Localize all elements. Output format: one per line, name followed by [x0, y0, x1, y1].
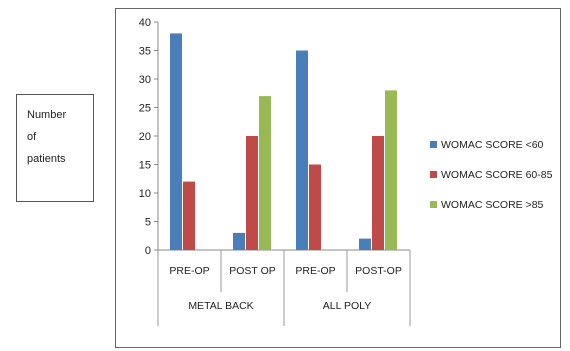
bar-1-1 — [170, 33, 182, 251]
y-tick-label: 0 — [145, 245, 151, 257]
chart-frame — [115, 8, 561, 348]
bar-2-1 — [183, 181, 195, 250]
bar-1-3 — [296, 50, 308, 250]
y-tick-label: 10 — [139, 188, 151, 200]
bar-2-3 — [309, 164, 321, 250]
x-category-label: PRE-OP — [169, 265, 209, 277]
legend-label-1: WOMAC SCORE <60 — [441, 139, 544, 151]
y-tick-label: 35 — [139, 46, 151, 58]
y-tick-label: 15 — [139, 160, 151, 172]
x-group-label: ALL POLY — [323, 300, 371, 312]
bar-2-2 — [246, 136, 258, 250]
bar-2-4 — [372, 136, 384, 250]
y-axis-label-line-1: Number — [27, 109, 67, 121]
legend-label-2: WOMAC SCORE 60-85 — [441, 169, 553, 181]
bar-1-2 — [233, 232, 245, 250]
y-axis-label-line-3: patients — [27, 153, 66, 165]
bar-3-4 — [385, 90, 397, 251]
x-category-label: PRE-OP — [295, 265, 335, 277]
x-group-label: METAL BACK — [188, 300, 253, 312]
legend-swatch-2 — [430, 171, 437, 178]
legend-label-3: WOMAC SCORE >85 — [441, 199, 544, 211]
x-category-label: POST-OP — [355, 265, 402, 277]
y-tick-label: 20 — [139, 131, 151, 143]
y-tick-label: 5 — [145, 217, 151, 229]
bar-3-2 — [259, 96, 271, 250]
x-category-label: POST OP — [229, 265, 276, 277]
legend-swatch-3 — [430, 201, 437, 208]
legend-swatch-1 — [430, 141, 437, 148]
y-tick-label: 40 — [139, 17, 151, 29]
y-axis-label-line-2: of — [27, 131, 37, 143]
y-axis-label-box: Number of patients — [16, 94, 94, 202]
bar-1-4 — [359, 238, 371, 250]
y-tick-label: 25 — [139, 103, 151, 115]
y-tick-label: 30 — [139, 74, 151, 86]
